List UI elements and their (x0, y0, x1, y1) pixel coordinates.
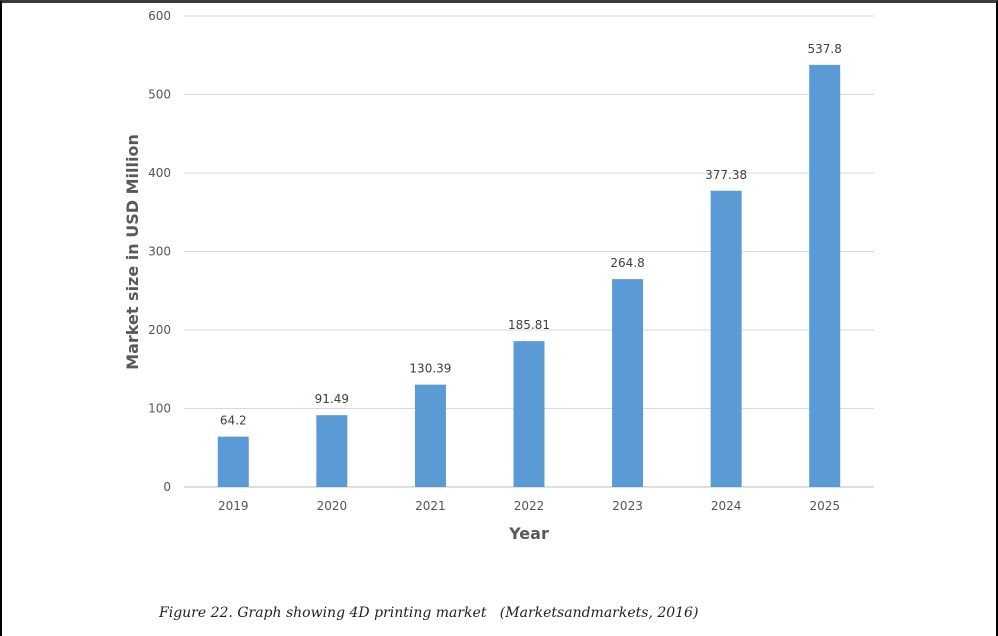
data-label-2021: 130.39 (409, 362, 451, 376)
bar-2021 (414, 384, 446, 487)
data-labels: 64.2 91.49 130.39 185.81 264.8 377.38 537.8 (220, 42, 842, 428)
bars (217, 64, 841, 487)
y-tick-label: 300 (148, 245, 171, 259)
y-axis-ticks: 0 100 200 300 400 500 600 (148, 9, 171, 494)
gridlines (184, 15, 874, 488)
x-tick-label-2024: 2024 (711, 499, 742, 513)
y-tick-label: 0 (163, 480, 171, 494)
x-tick-label-2019: 2019 (218, 499, 249, 513)
y-tick-label: 100 (148, 402, 171, 416)
data-label-2020: 91.49 (315, 392, 349, 406)
y-tick-label: 200 (148, 323, 171, 337)
data-label-2024: 377.38 (705, 168, 747, 182)
data-label-2025: 537.8 (808, 42, 842, 56)
bar-2020 (316, 415, 348, 487)
bar-2025 (809, 64, 841, 487)
data-label-2023: 264.8 (610, 256, 644, 270)
x-tick-label-2021: 2021 (415, 499, 446, 513)
x-axis-title: Year (508, 524, 549, 543)
y-tick-label: 500 (148, 88, 171, 102)
bar-2024 (710, 190, 742, 487)
y-tick-label: 400 (148, 166, 171, 180)
bar-chart: 0 100 200 300 400 500 600 64.2 91.49 130.39 185.8… (123, 9, 874, 543)
bar-2022 (513, 341, 545, 487)
x-tick-label-2025: 2025 (809, 499, 840, 513)
bar-2023 (612, 279, 644, 487)
y-tick-label: 600 (148, 9, 171, 23)
figure-caption: Figure 22. Graph showing 4D printing mar… (159, 605, 699, 621)
x-axis-ticks: 2019 2020 2021 2022 2023 2024 2025 (218, 499, 840, 513)
y-axis-title: Market size in USD Million (123, 134, 142, 370)
x-tick-label-2022: 2022 (514, 499, 545, 513)
data-label-2019: 64.2 (220, 414, 247, 428)
data-label-2022: 185.81 (508, 318, 550, 332)
x-tick-label-2023: 2023 (612, 499, 643, 513)
bar-2019 (217, 436, 249, 487)
x-tick-label-2020: 2020 (317, 499, 348, 513)
